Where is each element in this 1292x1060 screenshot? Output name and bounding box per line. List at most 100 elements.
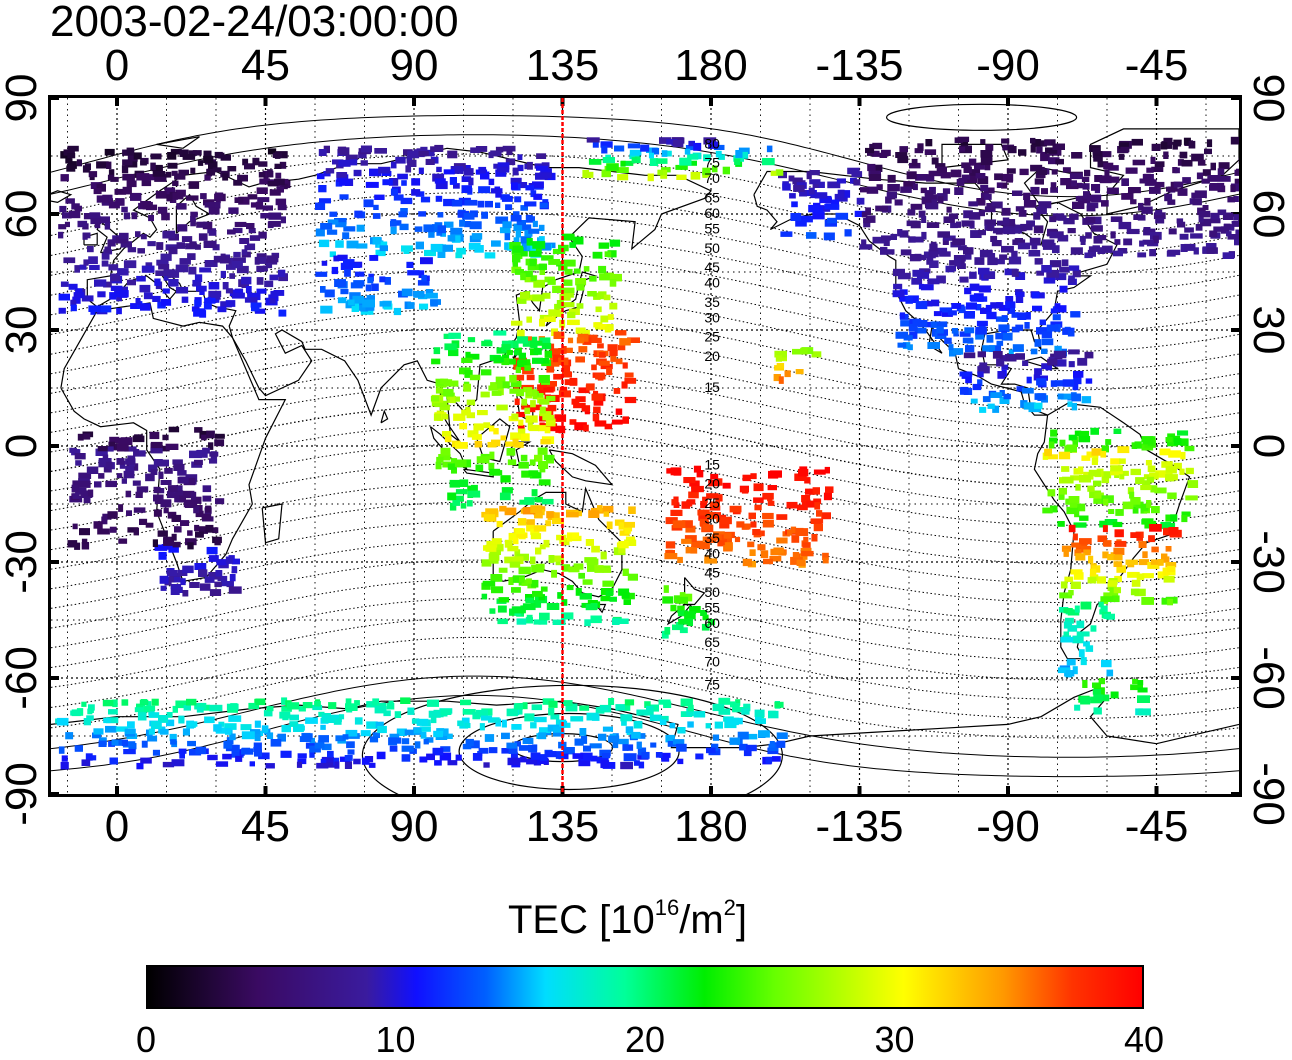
tec-measurement-cell [985,164,991,170]
tec-measurement-cell [978,351,986,357]
tec-measurement-cell [123,749,136,754]
tec-measurement-cell [530,400,536,407]
tec-measurement-cell [1055,303,1061,309]
tec-measurement-cell [1071,180,1077,186]
tec-measurement-cell [1105,439,1111,445]
tec-measurement-cell [268,213,281,220]
tec-measurement-cell [162,231,175,239]
tec-measurement-cell [954,259,960,267]
tec-measurement-cell [993,228,1005,234]
tec-measurement-cell [455,460,467,468]
tec-measurement-cell [314,701,321,707]
tec-measurement-cell [624,753,637,761]
tec-measurement-cell [752,529,760,535]
tec-measurement-cell [354,170,362,176]
coastline [549,450,612,485]
tec-measurement-cell [881,235,891,240]
tec-measurement-cell [377,752,386,760]
tec-measurement-cell [960,387,968,395]
tec-measurement-cell [203,496,212,502]
tec-measurement-cell [153,750,160,756]
tec-measurement-cell [521,399,527,406]
tec-measurement-cell [158,472,163,479]
tec-measurement-cell [182,297,189,303]
tec-measurement-cell [983,396,991,402]
tec-measurement-cell [140,304,151,311]
tec-measurement-cell [511,182,518,189]
tec-measurement-cell [969,272,977,279]
tec-measurement-cell [380,301,392,307]
tec-measurement-cell [809,179,820,184]
bottom-lon-tick-label: 0 [105,805,129,849]
tec-measurement-cell [1144,198,1150,206]
tec-measurement-cell [599,273,610,280]
tec-measurement-cell [1075,484,1080,491]
tec-measurement-cell [250,761,255,766]
tec-measurement-cell [1104,540,1112,547]
tec-measurement-cell [1068,228,1076,233]
tec-measurement-cell [622,592,630,598]
tec-measurement-cell [1051,182,1057,189]
tec-measurement-cell [743,559,752,566]
tec-measurement-cell [390,746,398,752]
tec-measurement-cell [1138,708,1151,715]
tec-measurement-cell [1012,269,1019,277]
tec-measurement-cell [526,578,532,583]
tec-measurement-cell [136,173,149,180]
tec-measurement-cell [988,404,995,409]
tec-measurement-cell [481,369,492,375]
tec-measurement-cell [489,152,494,158]
tec-measurement-cell [798,469,808,477]
tec-measurement-cell [836,213,849,220]
tec-measurement-cell [275,173,281,179]
tec-measurement-cell [596,307,602,313]
tec-measurement-cell [602,753,610,758]
top-lon-tick-label: 45 [241,44,290,88]
tec-measurement-cell [857,198,865,205]
tec-measurement-cell [189,582,200,588]
tec-measurement-cell [140,758,152,764]
tec-measurement-cell [481,212,488,219]
tec-measurement-cell [575,356,585,362]
tec-measurement-cell [887,192,897,199]
tec-measurement-cell [355,272,365,277]
tec-measurement-cell [209,282,220,290]
right-lat-tick-label: -30 [1246,530,1290,594]
tec-measurement-cell [736,521,744,527]
tec-measurement-cell [1143,240,1154,245]
tec-measurement-cell [251,303,262,308]
tec-measurement-cell [605,326,612,332]
tec-measurement-cell [441,448,451,456]
tec-measurement-cell [1140,485,1151,490]
geomag-contour-label: 45 [704,565,720,581]
tec-measurement-cell [162,435,168,441]
tec-measurement-cell [750,473,756,479]
tec-measurement-cell [371,284,379,292]
tec-measurement-cell [460,479,469,487]
tec-measurement-cell [677,759,683,764]
tec-measurement-cell [75,453,86,459]
tec-measurement-cell [134,152,142,159]
tec-measurement-cell [577,337,584,343]
tec-measurement-cell [120,290,128,298]
tec-measurement-cell [348,300,355,306]
tec-measurement-cell [1079,538,1092,544]
tec-measurement-cell [730,701,736,707]
tec-measurement-cell [551,570,557,578]
tec-measurement-cell [757,544,765,550]
tec-measurement-cell [815,192,828,198]
tec-measurement-cell [997,371,1005,379]
tec-measurement-cell [462,185,473,193]
tec-measurement-cell [1072,403,1077,411]
tec-measurement-cell [483,581,496,587]
tec-measurement-cell [726,718,739,725]
tec-measurement-cell [232,293,245,299]
tec-measurement-cell [258,161,267,167]
tec-measurement-cell [266,263,272,268]
tec-measurement-cell [620,762,633,769]
tec-measurement-cell [144,293,153,300]
tec-measurement-cell [1106,614,1115,620]
tec-measurement-cell [605,251,612,257]
tec-measurement-cell [1227,197,1235,203]
tec-measurement-cell [761,550,769,558]
